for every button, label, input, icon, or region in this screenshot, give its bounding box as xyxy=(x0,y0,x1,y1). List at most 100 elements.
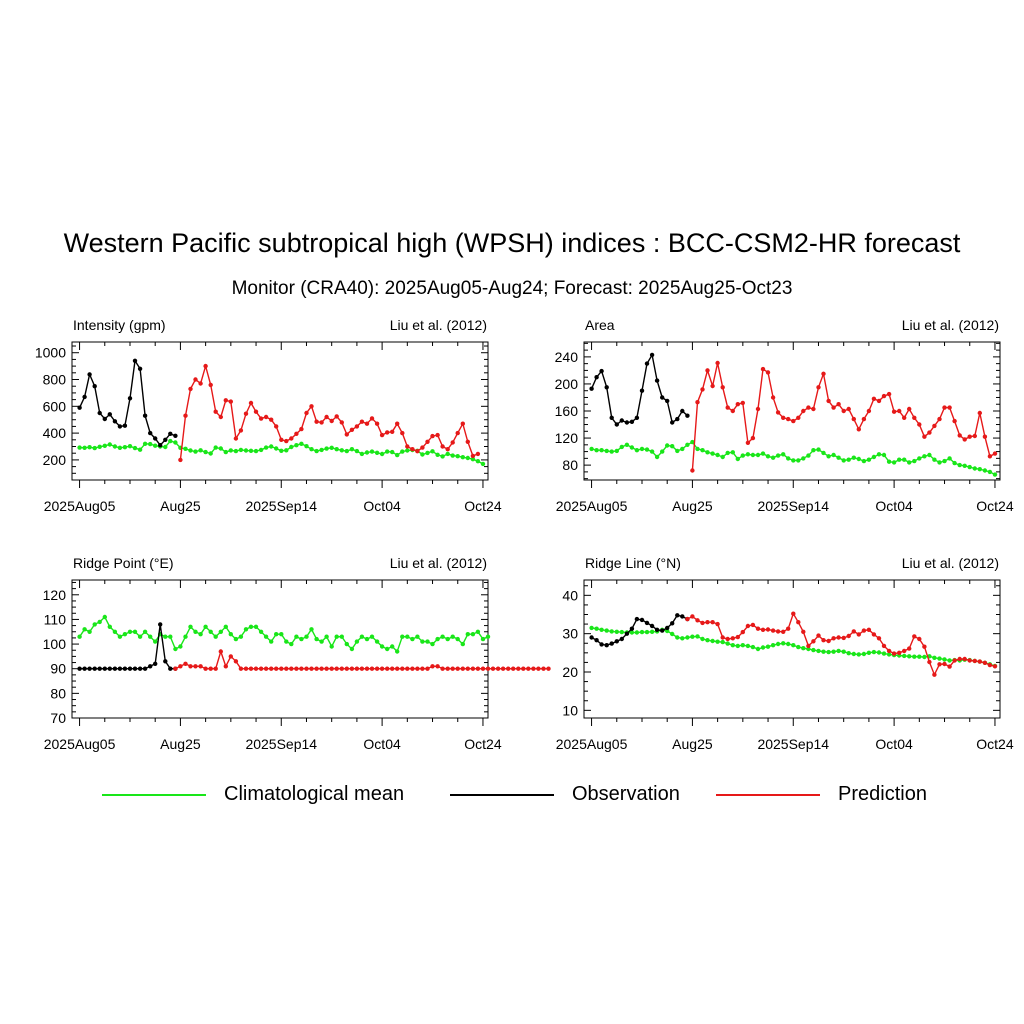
climatology-point xyxy=(907,460,912,465)
climatology-point xyxy=(912,654,917,659)
climatology-point xyxy=(589,625,594,631)
climatology-point xyxy=(902,457,907,462)
y-tick-label: 10 xyxy=(562,702,578,718)
observation-point xyxy=(148,664,153,669)
climatology-point xyxy=(801,646,806,651)
prediction-point xyxy=(218,649,223,654)
climatology-point xyxy=(480,461,486,467)
prediction-point xyxy=(715,360,720,366)
observation-line xyxy=(79,624,176,670)
legend: Climatological mean Observation Predicti… xyxy=(0,783,1024,815)
prediction-point xyxy=(435,432,440,438)
prediction-point xyxy=(248,666,254,671)
observation-point xyxy=(614,422,619,427)
climatology-point xyxy=(309,627,314,632)
climatology-point xyxy=(932,655,937,660)
prediction-point xyxy=(349,427,355,432)
climatology-point xyxy=(639,629,645,635)
prediction-point xyxy=(208,382,213,388)
climatology-point xyxy=(770,643,776,648)
panel-2: Area Liu et al. (2012) 80 120 160 200 240 2025A… xyxy=(555,317,1014,514)
observation-line xyxy=(78,358,176,447)
climatology-point xyxy=(876,650,882,655)
climatology-point xyxy=(188,624,193,629)
prediction-point xyxy=(213,666,218,671)
climatology-point xyxy=(198,632,203,637)
observation-point xyxy=(685,413,690,418)
climatology-point xyxy=(420,639,425,644)
climatology-point xyxy=(390,449,395,455)
prediction-point xyxy=(500,666,506,671)
observation-point xyxy=(158,443,163,448)
prediction-point xyxy=(218,414,223,420)
prediction-point xyxy=(891,409,897,414)
observation-point xyxy=(654,627,660,632)
observation-point xyxy=(153,661,158,666)
prediction-point xyxy=(480,666,486,671)
climatology-point xyxy=(178,644,183,649)
observation-point xyxy=(599,368,604,374)
prediction-point xyxy=(198,664,203,669)
observation-point xyxy=(619,636,624,642)
legend-label-observation: Observation xyxy=(572,783,680,805)
prediction-point xyxy=(233,659,239,664)
prediction-point xyxy=(740,400,745,406)
observation-point xyxy=(117,424,123,429)
climatology-point xyxy=(137,634,143,639)
climatology-point xyxy=(107,442,113,447)
climatology-point xyxy=(253,448,259,454)
climatology-point xyxy=(400,634,405,639)
x-tick-label: 2025Aug05 xyxy=(556,498,628,514)
observation-point xyxy=(77,666,82,671)
prediction-point xyxy=(374,421,380,426)
climatology-point xyxy=(243,448,249,453)
observation-point xyxy=(122,666,128,671)
observation-point xyxy=(639,617,645,623)
climatology-point xyxy=(922,454,927,459)
prediction-point xyxy=(243,666,249,671)
climatology-point xyxy=(897,457,902,462)
y-tick-label: 110 xyxy=(44,611,67,627)
prediction-point xyxy=(455,430,460,436)
climatology-point xyxy=(791,458,796,463)
prediction-point xyxy=(279,666,284,671)
observation-point xyxy=(589,386,594,391)
prediction-point xyxy=(390,666,395,671)
climatology-point xyxy=(92,445,97,451)
prediction-point xyxy=(425,666,430,671)
prediction-point xyxy=(740,629,745,635)
climatology-point xyxy=(258,629,264,634)
x-tick-label: 2025Sep14 xyxy=(245,498,317,514)
prediction-point xyxy=(715,621,720,627)
prediction-point xyxy=(957,433,962,438)
climatology-point xyxy=(344,448,349,454)
observation-point xyxy=(97,410,102,416)
climatology-point xyxy=(223,624,228,629)
climatology-point xyxy=(811,448,816,453)
prediction-point xyxy=(902,648,907,654)
x-tick-label: Oct24 xyxy=(464,736,502,752)
prediction-point xyxy=(531,666,536,671)
prediction-point xyxy=(700,387,705,392)
climatology-point xyxy=(851,651,856,657)
climatology-point xyxy=(470,632,476,637)
observation-point xyxy=(102,666,108,671)
observation-point xyxy=(107,412,113,417)
legend-item-prediction: Prediction xyxy=(716,783,927,806)
prediction-point xyxy=(886,391,892,397)
climatology-point xyxy=(881,651,887,656)
prediction-point xyxy=(811,639,816,644)
prediction-point xyxy=(410,666,415,671)
observation-point xyxy=(112,419,118,424)
climatology-point xyxy=(319,447,324,453)
prediction-point xyxy=(725,636,730,642)
prediction-point xyxy=(334,414,339,419)
prediction-point xyxy=(922,434,927,439)
climatology-point xyxy=(233,448,239,454)
prediction-point xyxy=(193,664,198,669)
climatology-point xyxy=(670,631,675,637)
observation-point xyxy=(122,423,128,428)
prediction-point xyxy=(806,643,811,649)
climatology-point xyxy=(163,634,168,639)
x-tick-label: Oct04 xyxy=(875,498,913,514)
